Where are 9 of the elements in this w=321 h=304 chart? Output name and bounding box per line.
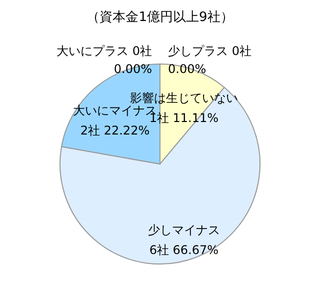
text: 0.00% [168, 62, 206, 76]
category-label: 大いにプラス 0社 [56, 44, 152, 58]
data-label: 6社 66.67% [149, 242, 219, 257]
slice-label: 影響は生じていない [130, 91, 238, 106]
category-label: 少しプラス 0社 [168, 44, 252, 58]
text: 0.00% [114, 62, 152, 76]
chart-title: （資本金1億円以上9社） [86, 10, 234, 25]
data-label: 2社 22.22% [80, 123, 150, 138]
slice-label: 少しマイナス [148, 222, 220, 237]
